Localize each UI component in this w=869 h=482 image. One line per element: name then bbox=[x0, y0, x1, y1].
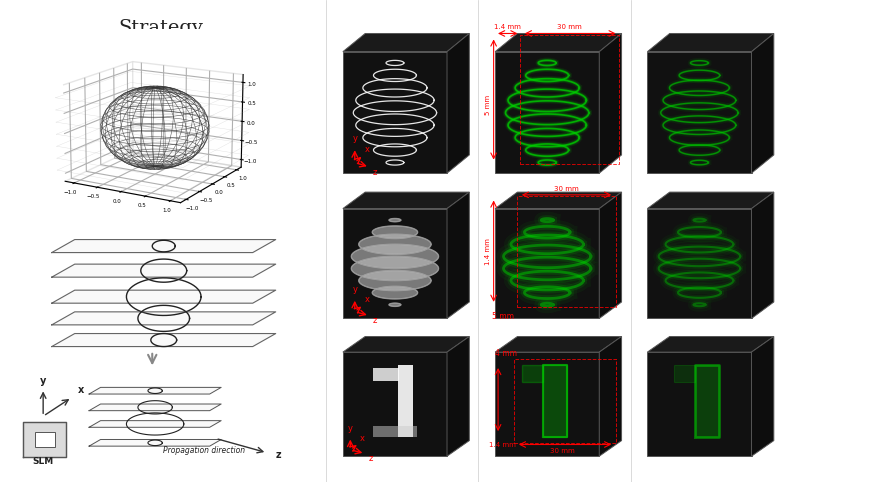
Polygon shape bbox=[647, 336, 773, 352]
Bar bbox=[372, 426, 417, 437]
Polygon shape bbox=[351, 244, 438, 268]
Text: Propagation direction: Propagation direction bbox=[163, 446, 245, 455]
Text: 5 mm: 5 mm bbox=[484, 95, 490, 115]
Polygon shape bbox=[23, 422, 66, 457]
Polygon shape bbox=[494, 352, 599, 456]
Text: z: z bbox=[368, 454, 372, 463]
Polygon shape bbox=[89, 404, 221, 411]
Polygon shape bbox=[372, 286, 417, 299]
Text: Measured: Measured bbox=[674, 9, 738, 21]
Text: Strategy: Strategy bbox=[118, 19, 203, 37]
Text: x: x bbox=[364, 145, 369, 154]
Text: z: z bbox=[372, 316, 376, 325]
Text: 1.4 mm: 1.4 mm bbox=[488, 442, 515, 448]
Polygon shape bbox=[599, 33, 620, 173]
Polygon shape bbox=[342, 192, 468, 209]
Text: y: y bbox=[352, 134, 357, 143]
Text: c: c bbox=[332, 192, 342, 206]
Polygon shape bbox=[542, 365, 566, 437]
Polygon shape bbox=[647, 352, 751, 456]
Polygon shape bbox=[694, 365, 718, 437]
Text: Simulated: Simulated bbox=[522, 9, 586, 21]
Text: b: b bbox=[332, 33, 342, 47]
Text: 30 mm: 30 mm bbox=[549, 448, 574, 455]
Polygon shape bbox=[447, 336, 468, 456]
Polygon shape bbox=[358, 234, 431, 254]
Text: z: z bbox=[372, 168, 376, 177]
Polygon shape bbox=[647, 52, 751, 173]
Polygon shape bbox=[372, 226, 417, 239]
Text: 4 mm: 4 mm bbox=[494, 349, 516, 359]
Polygon shape bbox=[494, 52, 599, 173]
Text: 1.4 mm: 1.4 mm bbox=[493, 25, 520, 30]
Polygon shape bbox=[342, 52, 447, 173]
Polygon shape bbox=[494, 192, 620, 209]
Polygon shape bbox=[494, 33, 620, 52]
Polygon shape bbox=[599, 192, 620, 319]
Text: y: y bbox=[352, 285, 357, 294]
Text: z: z bbox=[275, 450, 281, 460]
Polygon shape bbox=[342, 336, 468, 352]
Polygon shape bbox=[751, 336, 773, 456]
Text: y: y bbox=[40, 376, 46, 386]
Polygon shape bbox=[647, 192, 773, 209]
Text: 1.4 mm: 1.4 mm bbox=[484, 238, 490, 265]
Text: x: x bbox=[77, 385, 83, 395]
Polygon shape bbox=[342, 352, 447, 456]
Polygon shape bbox=[52, 290, 275, 303]
Polygon shape bbox=[358, 270, 431, 291]
Polygon shape bbox=[388, 303, 401, 307]
Polygon shape bbox=[447, 192, 468, 319]
Text: d: d bbox=[332, 336, 342, 350]
Polygon shape bbox=[647, 209, 751, 319]
Text: x: x bbox=[364, 295, 369, 304]
Polygon shape bbox=[388, 218, 401, 222]
Polygon shape bbox=[342, 33, 468, 52]
Polygon shape bbox=[52, 264, 275, 277]
Polygon shape bbox=[673, 365, 694, 382]
Bar bbox=[35, 432, 55, 447]
Polygon shape bbox=[494, 209, 599, 319]
Text: 30 mm: 30 mm bbox=[556, 25, 581, 30]
Polygon shape bbox=[89, 421, 221, 427]
Text: x: x bbox=[360, 433, 365, 442]
Text: y: y bbox=[348, 424, 353, 433]
Polygon shape bbox=[447, 33, 468, 173]
Bar bbox=[372, 368, 399, 381]
Polygon shape bbox=[647, 33, 773, 52]
Polygon shape bbox=[89, 440, 221, 446]
Polygon shape bbox=[494, 336, 620, 352]
Text: Target: Target bbox=[381, 9, 422, 21]
Polygon shape bbox=[52, 240, 275, 253]
Polygon shape bbox=[599, 336, 620, 456]
Text: 5 mm: 5 mm bbox=[492, 312, 514, 321]
Text: SLM: SLM bbox=[32, 457, 54, 466]
Polygon shape bbox=[89, 388, 221, 394]
Polygon shape bbox=[351, 256, 438, 281]
Bar bbox=[397, 365, 412, 437]
Polygon shape bbox=[342, 209, 447, 319]
Polygon shape bbox=[52, 334, 275, 347]
Polygon shape bbox=[52, 312, 275, 325]
Polygon shape bbox=[751, 33, 773, 173]
Polygon shape bbox=[751, 192, 773, 319]
Polygon shape bbox=[521, 365, 542, 382]
Text: 30 mm: 30 mm bbox=[554, 186, 578, 192]
